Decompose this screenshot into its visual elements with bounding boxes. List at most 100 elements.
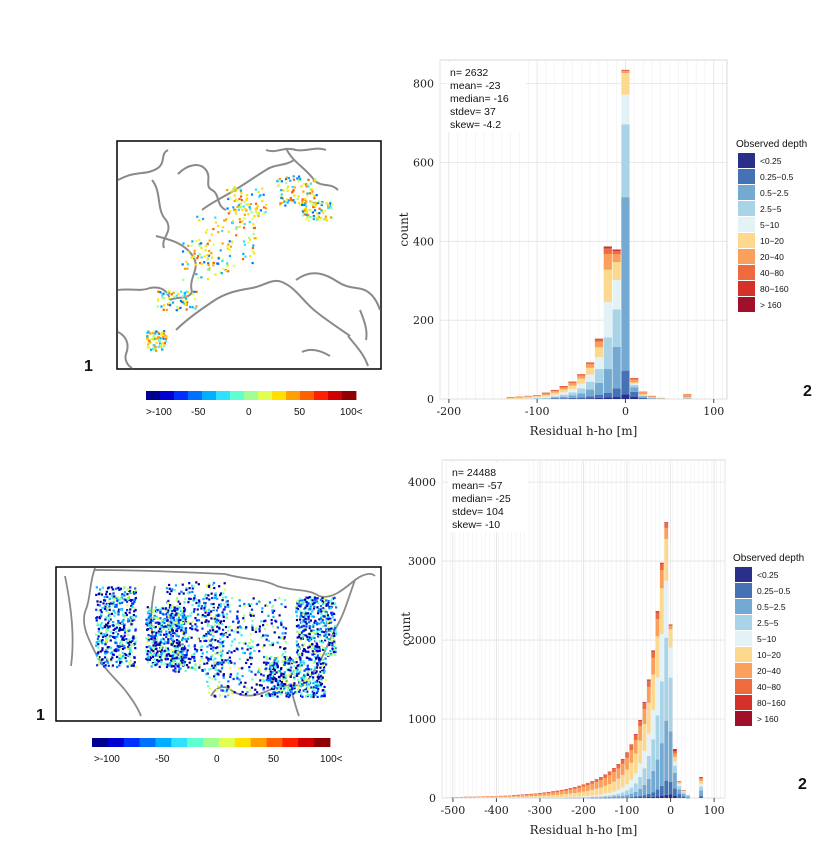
map-residual-pixel <box>121 651 124 654</box>
map-residual-pixel <box>317 687 320 691</box>
map-residual-pixel <box>266 686 269 689</box>
map-residual-pixel <box>101 649 104 652</box>
map-residual-pixel <box>217 685 220 688</box>
histogram-bar-segment <box>524 396 533 398</box>
map-residual-pixel <box>309 208 312 212</box>
x-tick-label: 100 <box>704 804 725 817</box>
map-residual-pixel <box>253 649 256 653</box>
map-residual-pixel <box>267 693 271 696</box>
map-residual-pixel <box>318 218 321 221</box>
map-residual-pixel <box>210 644 213 647</box>
map-residual-pixel <box>120 660 123 663</box>
map-residual-pixel <box>114 599 117 602</box>
map-residual-pixel <box>316 679 319 682</box>
map-residual-pixel <box>195 601 198 605</box>
map-residual-pixel <box>286 693 289 696</box>
map-residual-pixel <box>147 617 151 621</box>
map-residual-pixel <box>185 308 188 311</box>
map-residual-pixel <box>221 259 224 263</box>
map-residual-pixel <box>251 246 255 250</box>
map-residual-pixel <box>171 657 174 660</box>
map-residual-pixel <box>309 675 312 678</box>
map-residual-pixel <box>221 229 224 233</box>
colorbar-cell <box>314 391 329 400</box>
map-residual-pixel <box>159 291 162 294</box>
map-residual-pixel <box>152 650 155 653</box>
map-residual-pixel <box>256 213 259 216</box>
map-residual-pixel <box>237 667 241 670</box>
map-residual-pixel <box>115 626 118 629</box>
map-residual-pixel <box>223 689 226 693</box>
map-residual-pixel <box>313 605 316 609</box>
map-residual-pixel <box>151 619 155 623</box>
map-residual-pixel <box>126 593 129 596</box>
map-residual-pixel <box>281 652 285 656</box>
map-residual-pixel <box>322 671 326 674</box>
map-residual-pixel <box>182 278 185 282</box>
map-residual-pixel <box>223 608 226 611</box>
histogram-bar-segment <box>572 793 577 797</box>
map-residual-pixel <box>321 641 325 644</box>
map-residual-pixel <box>318 634 321 637</box>
map-residual-pixel <box>183 291 186 295</box>
map-residual-pixel <box>123 646 126 649</box>
map-residual-pixel <box>160 628 164 631</box>
map-residual-pixel <box>246 194 249 197</box>
map-residual-pixel <box>306 685 309 688</box>
map-residual-pixel <box>316 673 319 676</box>
stats-box <box>446 62 526 132</box>
map-residual-pixel <box>238 657 241 661</box>
map-residual-pixel <box>259 194 262 197</box>
histogram-bar-segment <box>586 381 595 390</box>
map-residual-pixel <box>249 614 253 617</box>
histogram-bar-segment <box>559 790 564 792</box>
colorbar-cell <box>202 391 217 400</box>
histogram-bar-segment <box>629 750 634 763</box>
map-residual-pixel <box>315 686 318 690</box>
map-residual-pixel <box>328 607 331 610</box>
map-residual-pixel <box>268 644 271 647</box>
map-residual-pixel <box>227 212 230 215</box>
histogram-bar-segment <box>515 397 524 399</box>
map-residual-pixel <box>265 667 268 670</box>
map-residual-pixel <box>299 658 302 661</box>
map-residual-pixel <box>255 683 258 686</box>
map-residual-pixel <box>305 624 308 627</box>
map-residual-pixel <box>309 182 312 185</box>
map-residual-pixel <box>300 637 303 640</box>
map-residual-pixel <box>103 656 107 659</box>
map-residual-pixel <box>204 245 207 248</box>
histogram-bar-segment <box>651 796 656 798</box>
map-residual-pixel <box>126 665 129 668</box>
map-residual-pixel <box>158 659 161 663</box>
map-residual-pixel <box>193 657 196 660</box>
map-residual-pixel <box>204 615 207 618</box>
stats-line: skew= -10 <box>452 519 500 531</box>
map-residual-pixel <box>150 338 153 341</box>
map-residual-pixel <box>289 179 292 182</box>
map-residual-pixel <box>114 605 117 608</box>
map-residual-pixel <box>190 666 194 669</box>
map-residual-pixel <box>116 665 119 669</box>
histogram-bar-segment <box>616 789 621 794</box>
map-residual-pixel <box>319 666 322 669</box>
map-residual-pixel <box>300 611 303 614</box>
map-residual-pixel <box>237 621 240 624</box>
histogram-bar-segment <box>664 527 669 539</box>
map-residual-pixel <box>298 631 302 634</box>
map-residual-pixel <box>253 214 256 218</box>
map-residual-pixel <box>322 630 325 634</box>
map-residual-pixel <box>172 291 175 294</box>
map-residual-pixel <box>299 661 302 664</box>
map-residual-pixel <box>215 617 219 620</box>
map-residual-pixel <box>156 658 159 662</box>
map-residual-pixel <box>96 652 99 655</box>
map-residual-pixel <box>159 641 162 644</box>
map-residual-pixel <box>330 602 334 605</box>
map-residual-pixel <box>297 679 300 682</box>
histogram-bar-segment <box>477 796 481 798</box>
map-residual-pixel <box>333 618 336 621</box>
map-residual-pixel <box>107 600 111 603</box>
map-residual-pixel <box>148 609 151 612</box>
map-residual-pixel <box>258 670 261 673</box>
